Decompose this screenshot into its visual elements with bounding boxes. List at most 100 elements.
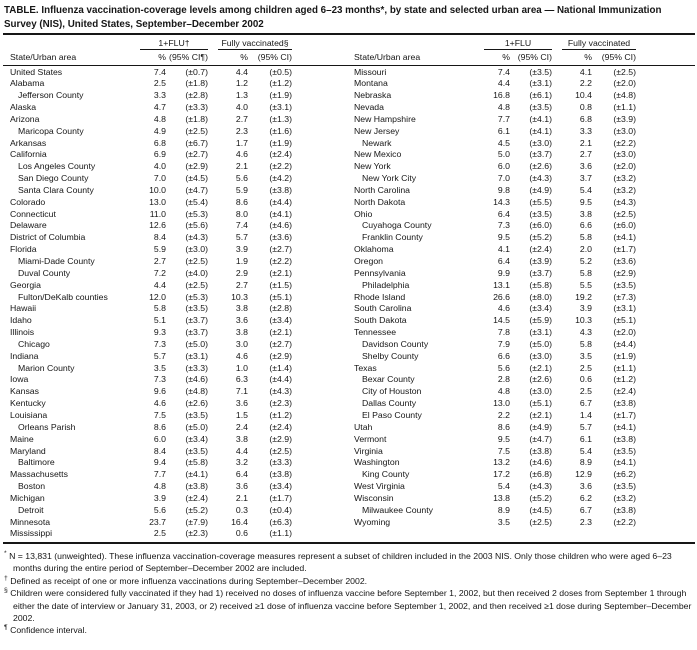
footnote-marker: § [4, 587, 8, 595]
flu-percent: 5.6 [497, 362, 510, 373]
fully-vaccinated-percent: 5.5 [579, 279, 592, 290]
row-state-name: Mississippi [10, 528, 52, 539]
table-row: South Dakota 14.5 (±5.9) 10.3 (±5.1) [354, 315, 636, 327]
table-row: Idaho 5.1 (±3.7) 3.6 (±3.4) [10, 315, 292, 327]
flu-ci: (±3.4) [529, 303, 552, 314]
flu-percent: 8.4 [153, 445, 166, 456]
fully-vaccinated-ci: (±2.0) [613, 327, 636, 338]
fully-vaccinated-ci: (±2.2) [269, 256, 292, 266]
footnote: * N = 13,831 (unweighted). These influen… [4, 550, 695, 575]
table-row: Oklahoma 4.1 (±2.4) 2.0 (±1.7) [354, 244, 636, 256]
fully-vaccinated-ci: (±3.9) [613, 113, 636, 124]
flu-ci: (±5.2) [185, 504, 208, 515]
footnote-text: N = 13,831 (unweighted). These influenza… [6, 551, 672, 574]
table-row: Arkansas 6.8 (±6.7) 1.7 (±1.9) [10, 138, 292, 150]
flu-percent: 26.6 [493, 291, 510, 302]
fully-vaccinated-ci: (±3.5) [613, 481, 636, 492]
fully-vaccinated-ci: (±3.2) [613, 492, 636, 503]
fully-vaccinated-ci: (±1.1) [269, 528, 292, 539]
flu-percent: 13.2 [493, 457, 510, 468]
flu-ci: (±3.7) [185, 315, 208, 326]
flu-percent: 11.0 [149, 208, 166, 219]
fully-vaccinated-percent: 3.0 [235, 338, 248, 349]
flu-percent: 7.0 [497, 173, 510, 184]
row-state-name: Arkansas [10, 137, 47, 148]
row-state-name: Ohio [354, 208, 373, 219]
row-state-name: South Carolina [354, 303, 412, 314]
row-state-name: West Virginia [354, 481, 405, 492]
fully-vaccinated-percent: 2.3 [235, 125, 248, 136]
fully-vaccinated-ci: (±6.0) [613, 220, 636, 231]
row-state-name: New Hampshire [354, 113, 416, 124]
fully-vaccinated-percent: 3.8 [235, 303, 248, 314]
table-row: Detroit 5.6 (±5.2) 0.3 (±0.4) [10, 505, 292, 517]
flu-ci: (±3.5) [529, 66, 552, 77]
fully-vaccinated-ci: (±1.2) [269, 409, 292, 420]
row-state-name: Virginia [354, 445, 383, 456]
flu-ci: (±4.5) [185, 173, 208, 184]
flu-percent: 9.5 [497, 433, 510, 444]
flu-percent: 4.8 [153, 113, 166, 124]
table-row: El Paso County 2.2 (±2.1) 1.4 (±1.7) [354, 410, 636, 422]
flu-ci: (±3.7) [185, 327, 208, 338]
flu-percent: 13.0 [493, 398, 510, 409]
flu-percent: 9.9 [497, 267, 510, 278]
column-header-state: State/Urban area [354, 52, 421, 62]
table-rows-left: United States 7.4 (±0.7) 4.4 (±0.5) Alabama 2.… [10, 67, 292, 541]
row-state-name: Montana [354, 78, 388, 89]
flu-ci: (±2.8) [185, 90, 208, 101]
table-row: North Carolina 9.8 (±4.9) 5.4 (±3.2) [354, 185, 636, 197]
flu-percent: 8.6 [153, 421, 166, 432]
fully-vaccinated-ci: (±3.4) [269, 315, 292, 326]
fully-vaccinated-ci: (±2.0) [613, 78, 636, 89]
flu-ci: (±3.5) [529, 208, 552, 219]
row-state-name: Philadelphia [362, 279, 410, 290]
fully-vaccinated-percent: 5.6 [235, 173, 248, 184]
fully-vaccinated-ci: (±2.2) [269, 161, 292, 172]
fully-vaccinated-percent: 2.4 [235, 421, 248, 432]
row-state-name: Nebraska [354, 90, 392, 101]
table-row: Kentucky 4.6 (±2.6) 3.6 (±2.3) [10, 398, 292, 410]
flu-ci: (±2.5) [529, 516, 552, 527]
fully-vaccinated-percent: 4.6 [235, 350, 248, 361]
fully-vaccinated-ci: (±2.8) [269, 303, 292, 314]
fully-vaccinated-percent: 10.3 [231, 291, 248, 302]
table-row: Virginia 7.5 (±3.8) 5.4 (±3.5) [354, 446, 636, 458]
table-row: King County 17.2 (±6.8) 12.9 (±6.2) [354, 469, 636, 481]
table-row: Nevada 4.8 (±3.5) 0.8 (±1.1) [354, 102, 636, 114]
flu-ci: (±3.1) [185, 350, 208, 361]
flu-percent: 4.7 [153, 102, 166, 113]
flu-percent: 3.5 [497, 516, 510, 527]
table-row: Los Angeles County 4.0 (±2.9) 2.1 (±2.2) [10, 161, 292, 173]
row-state-name: Oregon [354, 256, 383, 266]
group-header-1plus-flu: 1+FLU [484, 38, 552, 50]
fully-vaccinated-percent: 0.6 [579, 374, 592, 385]
fully-vaccinated-ci: (±3.5) [613, 445, 636, 456]
fully-vaccinated-percent: 3.6 [579, 161, 592, 172]
flu-ci: (±3.9) [529, 256, 552, 266]
footnote-marker: * [4, 550, 7, 558]
flu-ci: (±3.7) [529, 149, 552, 160]
flu-percent: 4.4 [497, 78, 510, 89]
flu-ci: (±4.1) [529, 125, 552, 136]
table-row: Louisiana 7.5 (±3.5) 1.5 (±1.2) [10, 410, 292, 422]
table-row: New Jersey 6.1 (±4.1) 3.3 (±3.0) [354, 126, 636, 138]
table-row: New York City 7.0 (±4.3) 3.7 (±3.2) [354, 173, 636, 185]
flu-ci: (±3.7) [529, 267, 552, 278]
table-row: Maine 6.0 (±3.4) 3.8 (±2.9) [10, 434, 292, 446]
table-row: Miami-Dade County 2.7 (±2.5) 1.9 (±2.2) [10, 256, 292, 268]
table-row: Newark 4.5 (±3.0) 2.1 (±2.2) [354, 138, 636, 150]
flu-ci: (±4.3) [529, 481, 552, 492]
fully-vaccinated-percent: 8.0 [235, 208, 248, 219]
fully-vaccinated-ci: (±2.7) [269, 244, 292, 255]
fully-vaccinated-ci: (±6.3) [269, 516, 292, 527]
table-row: Davidson County 7.9 (±5.0) 5.8 (±4.4) [354, 339, 636, 351]
flu-ci: (±1.8) [185, 113, 208, 124]
fully-vaccinated-ci: (±1.2) [613, 374, 636, 385]
flu-percent: 2.5 [153, 528, 166, 539]
row-state-name: Chicago [18, 338, 50, 349]
fully-vaccinated-ci: (±1.4) [269, 362, 292, 373]
flu-percent: 13.0 [149, 196, 166, 207]
fully-vaccinated-ci: (±2.4) [269, 421, 292, 432]
